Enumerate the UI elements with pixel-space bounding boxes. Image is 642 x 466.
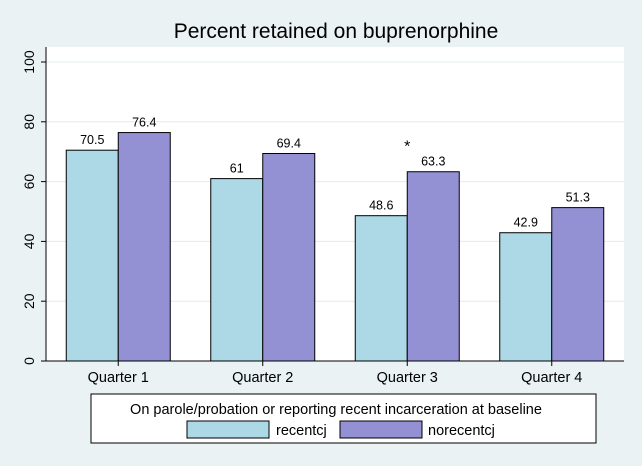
legend-swatch-norecentcj — [339, 420, 423, 439]
legend-label-recentcj: recentcj — [276, 423, 327, 439]
x-tick-label: Quarter 2 — [232, 370, 293, 386]
significance-marker: * — [404, 139, 410, 156]
bar-norecentcj — [117, 132, 171, 362]
data-label: 61 — [230, 162, 244, 176]
chart-title: Percent retained on buprenorphine — [174, 20, 499, 43]
data-label: 42.9 — [514, 216, 538, 230]
y-tick-label: 20 — [21, 293, 37, 309]
x-tick-label: Quarter 4 — [521, 370, 582, 386]
y-tick-label: 80 — [21, 114, 37, 130]
y-tick-label: 60 — [21, 174, 37, 190]
data-label: 51.3 — [566, 191, 590, 205]
legend-label-norecentcj: norecentcj — [428, 423, 495, 439]
data-label: 76.4 — [132, 116, 156, 130]
x-tick-label: Quarter 1 — [88, 370, 149, 386]
bar-norecentcj — [551, 207, 605, 362]
legend: On parole/probation or reporting recent … — [90, 393, 597, 444]
legend-title: On parole/probation or reporting recent … — [130, 402, 542, 418]
y-tick-label: 40 — [21, 233, 37, 249]
data-label: 48.6 — [369, 199, 393, 213]
bar-recentcj — [354, 215, 408, 362]
bars: 70.5 76.4 61 69.4 48.6 63.3 42.9 51.3 * — [65, 116, 605, 362]
x-tick-label: Quarter 3 — [377, 370, 438, 386]
bar-recentcj — [499, 232, 553, 362]
y-tick-label: 100 — [21, 50, 37, 74]
bar-norecentcj — [262, 152, 316, 362]
y-tick-label: 0 — [21, 357, 37, 365]
data-label: 70.5 — [80, 133, 104, 147]
x-axis: Quarter 1 Quarter 2 Quarter 3 Quarter 4 — [88, 361, 582, 386]
data-label: 69.4 — [277, 136, 301, 150]
bar-norecentcj — [406, 171, 460, 362]
legend-swatch-recentcj — [186, 420, 270, 439]
y-axis: 0 20 40 60 80 100 — [21, 47, 624, 365]
data-label: 63.3 — [421, 155, 445, 169]
bar-recentcj — [65, 149, 119, 362]
bar-recentcj — [210, 178, 264, 362]
